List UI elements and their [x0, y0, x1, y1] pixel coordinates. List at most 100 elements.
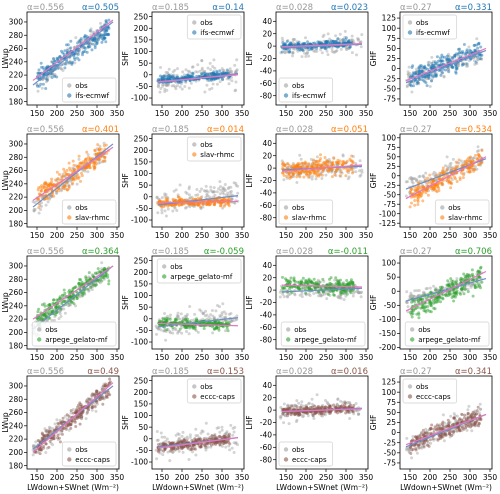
- y-tick-label: -20: [260, 54, 272, 63]
- model-point: [65, 188, 69, 192]
- obs-point: [173, 326, 177, 330]
- model-point: [463, 288, 467, 292]
- model-point: [322, 160, 326, 164]
- model-point: [299, 171, 303, 175]
- legend-label-model: slav-rhmc: [200, 151, 234, 159]
- y-tick-label: -50: [384, 190, 396, 199]
- model-point: [423, 306, 427, 310]
- obs-point: [430, 55, 434, 59]
- y-tick-label: 180: [9, 341, 24, 350]
- fit-lines: [281, 43, 363, 49]
- model-point: [81, 291, 85, 295]
- fit-lines: [281, 284, 363, 293]
- y-tick-label: 50: [138, 59, 148, 68]
- obs-point: [404, 194, 408, 198]
- obs-point: [163, 209, 167, 213]
- model-point: [466, 51, 470, 55]
- y-tick-label: 0: [267, 42, 272, 51]
- model-point: [419, 64, 423, 68]
- obs-point: [185, 330, 188, 333]
- obs-point: [466, 287, 470, 291]
- obs-point: [169, 313, 172, 317]
- model-point: [71, 176, 75, 180]
- obs-point: [236, 184, 240, 188]
- obs-point: [310, 175, 314, 178]
- model-point: [302, 175, 306, 179]
- model-point: [478, 57, 482, 61]
- model-fit-line: [157, 322, 239, 327]
- obs-point: [194, 70, 198, 74]
- obs-point: [235, 314, 239, 318]
- model-point: [226, 329, 230, 333]
- model-point: [426, 63, 430, 67]
- obs-fit-line: [281, 43, 363, 49]
- obs-point: [226, 191, 230, 195]
- subplot-r0c3: 150 200 250 300 350-75-50-250255075100125GHF…: [369, 3, 497, 118]
- fit-lines: [32, 19, 114, 86]
- obs-point: [304, 52, 308, 56]
- subplot-r2c2: 150 200 250 300 350-80-60-40-2002040LHFα=0.0…: [245, 247, 373, 362]
- model-point: [447, 70, 451, 74]
- alpha-model: α=-0.011: [328, 247, 368, 257]
- obs-point: [174, 87, 178, 91]
- model-point: [295, 175, 299, 179]
- model-point: [50, 60, 54, 64]
- obs-point: [291, 51, 295, 55]
- model-point: [350, 40, 354, 44]
- model-point: [426, 67, 430, 71]
- model-point: [77, 58, 81, 62]
- obs-point: [360, 290, 364, 294]
- model-point: [417, 316, 421, 320]
- legend-box: [186, 136, 242, 162]
- legend-box: [156, 258, 242, 284]
- obs-point: [410, 90, 414, 94]
- x-tick-label: 350: [359, 109, 374, 118]
- model-point: [51, 192, 55, 196]
- model-point: [161, 317, 165, 321]
- model-point: [433, 183, 437, 187]
- obs-point: [410, 176, 414, 180]
- x-tick-label: 350: [359, 353, 374, 362]
- model-point: [318, 159, 322, 163]
- obs-point: [356, 38, 360, 42]
- model-point: [329, 276, 333, 280]
- obs-point: [207, 195, 211, 199]
- x-tick-label: 300: [90, 353, 105, 362]
- obs-point: [283, 51, 287, 55]
- model-point: [52, 298, 55, 302]
- model-point: [308, 287, 312, 291]
- obs-point: [62, 307, 66, 311]
- obs-point: [188, 196, 192, 200]
- model-point: [207, 203, 211, 207]
- obs-point: [206, 190, 210, 194]
- model-point: [38, 71, 42, 75]
- obs-point: [316, 278, 320, 282]
- obs-point: [313, 49, 317, 53]
- obs-point: [176, 67, 179, 71]
- model-point: [410, 310, 414, 314]
- obs-point: [166, 83, 170, 87]
- y-tick-label: -60: [260, 201, 272, 210]
- legend-marker-model: [37, 337, 42, 342]
- model-point: [417, 70, 421, 73]
- model-point: [422, 79, 426, 83]
- obs-point: [176, 311, 180, 315]
- model-point: [105, 29, 109, 33]
- obs-point: [445, 155, 449, 159]
- obs-point: [356, 289, 360, 293]
- y-tick-label: -20: [260, 176, 272, 185]
- x-tick-label: 300: [463, 231, 478, 240]
- model-fit-line: [32, 265, 114, 320]
- y-tick-label: 0: [267, 286, 272, 295]
- model-point: [307, 162, 311, 166]
- y-tick-label: 0: [391, 171, 396, 180]
- obs-point: [155, 326, 159, 330]
- model-point: [308, 171, 312, 175]
- obs-point: [320, 177, 324, 180]
- model-point: [71, 181, 75, 185]
- model-point: [410, 201, 413, 205]
- obs-point: [475, 37, 479, 41]
- obs-point: [296, 49, 300, 53]
